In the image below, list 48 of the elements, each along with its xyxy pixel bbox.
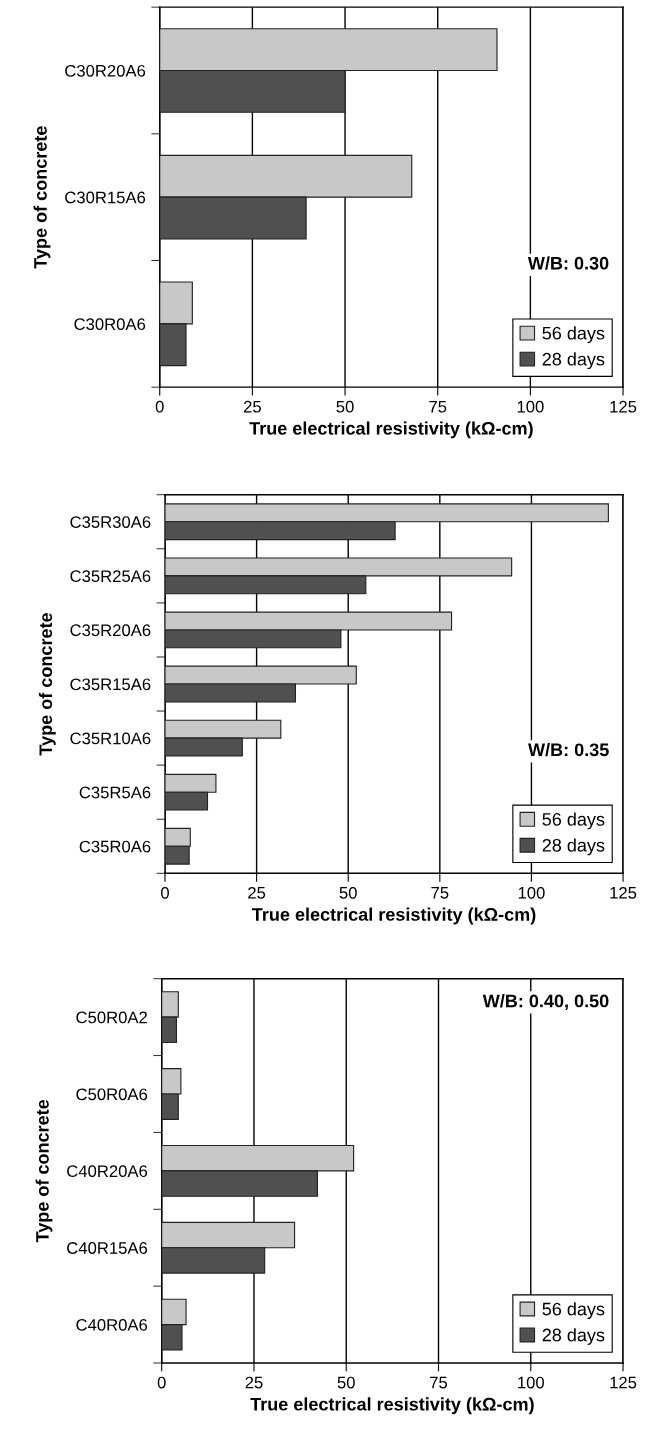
x-tick-label: 125 [610,1376,637,1389]
y-tick-label: C35R5A6 [79,786,151,799]
x-axis-title: True electrical resistivity (kΩ-cm) [249,421,533,439]
y-tick-label: C30R0A6 [74,318,146,331]
y-axis-title: Type of concrete [33,126,51,269]
y-axis-title: Type of concrete [38,613,56,756]
y-tick-label: C40R20A6 [67,1165,148,1178]
legend-label: 56 days [542,812,605,830]
x-tick-label: 25 [245,1376,263,1389]
x-tick-label: 100 [517,400,544,413]
y-tick-label: C35R25A6 [70,570,151,583]
x-tick-label: 25 [248,886,266,899]
x-tick-label: 0 [157,1376,166,1389]
x-tick-label: 50 [339,886,357,899]
x-tick-label: 0 [155,400,164,413]
legend-label: 56 days [542,1302,605,1320]
legend-label: 28 days [542,838,605,856]
x-axis-title: True electrical resistivity (kΩ-cm) [250,1397,534,1415]
x-tick-label: 50 [337,1376,355,1389]
x-tick-label: 75 [431,887,449,899]
x-tick-label: 75 [430,1376,448,1389]
y-tick-label: C50R0A6 [76,1088,148,1101]
x-tick-label: 25 [243,400,261,413]
legend-label: 28 days [542,352,605,370]
y-tick-label: C30R20A6 [65,64,146,77]
legend-label: 28 days [542,1328,605,1345]
y-tick-label: C35R15A6 [70,678,151,691]
x-tick-label: 125 [610,886,637,899]
y-tick-label: C35R0A6 [79,840,151,853]
annotation: W/B: 0.30 [527,256,609,270]
x-tick-label: 100 [518,1376,545,1389]
y-axis-title: Type of concrete [35,1099,53,1243]
y-tick-label: C30R15A6 [65,191,146,204]
x-tick-label: 75 [429,400,447,413]
y-tick-label: C40R0A6 [76,1318,148,1331]
x-tick-label: 50 [336,400,354,413]
y-tick-label: C50R0A2 [76,1011,147,1024]
x-tick-label: 125 [610,400,637,413]
x-axis-title: True electrical resistivity (kΩ-cm) [252,907,536,925]
x-tick-label: 100 [518,886,545,899]
annotation: W/B: 0.40, 0.50 [482,994,609,1010]
x-tick-label: 0 [161,886,169,899]
y-tick-label: C35R20A6 [70,624,151,637]
y-tick-label: C35R10A6 [70,732,151,745]
y-tick-label: C35R30A6 [70,516,151,528]
y-tick-label: C40R15A6 [67,1242,148,1254]
annotation: W/B: 0.35 [528,742,609,757]
legend-label: 56 days [542,326,605,344]
